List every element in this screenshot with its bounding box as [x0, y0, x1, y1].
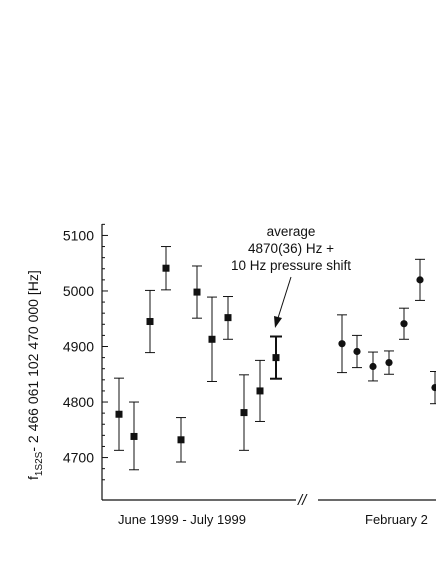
- y-tick-label: 5000: [63, 283, 94, 299]
- square-marker: [240, 409, 248, 417]
- group-label-june-july-1999: June 1999 - July 1999: [118, 512, 246, 527]
- y-tick-label: 5100: [63, 227, 94, 243]
- data-point: [415, 258, 425, 301]
- data-point: [129, 401, 139, 471]
- square-marker: [162, 264, 170, 272]
- data-point: [161, 246, 171, 291]
- y-tick-label: 4700: [63, 450, 94, 466]
- data-point: [368, 351, 378, 382]
- square-marker: [256, 387, 264, 395]
- circle-marker: [416, 276, 424, 284]
- square-marker: [272, 354, 280, 362]
- data-point: [399, 307, 409, 340]
- circle-marker: [400, 320, 408, 328]
- average-point: [270, 335, 282, 380]
- axis-break-mark: //: [297, 492, 308, 509]
- data-point: [223, 296, 233, 340]
- square-marker: [130, 432, 138, 440]
- square-marker: [224, 314, 232, 322]
- circle-marker: [369, 362, 377, 371]
- circle-marker: [385, 359, 393, 367]
- annotation-line-2: 4870(36) Hz +: [248, 241, 334, 256]
- annotation-line-1: average: [267, 224, 316, 239]
- data-point: [239, 374, 249, 451]
- circle-marker: [431, 383, 436, 392]
- square-marker: [193, 288, 201, 296]
- square-marker: [177, 436, 185, 444]
- data-point: [337, 314, 347, 374]
- y-axis-label: f1S2S- 2 466 061 102 470 000 [Hz]: [25, 270, 45, 480]
- group-label-february: February 2: [365, 512, 428, 527]
- y-tick-label: 4800: [63, 394, 94, 410]
- square-marker: [115, 410, 123, 418]
- data-point: [176, 417, 186, 463]
- data-point: [352, 334, 362, 369]
- average-annotation: average 4870(36) Hz + 10 Hz pressure shi…: [231, 224, 351, 273]
- data-point: [207, 296, 217, 382]
- square-marker: [146, 318, 154, 326]
- data-point: [384, 350, 394, 375]
- y-tick-label: 4900: [63, 339, 94, 355]
- axis-layer: 4700 4800 4900 5000 5100: [63, 223, 436, 501]
- data-point: [255, 359, 265, 422]
- data-point: [192, 265, 202, 319]
- circle-marker: [338, 340, 346, 348]
- data-point: [114, 377, 124, 451]
- data-point: [430, 370, 436, 405]
- marks-layer: [114, 246, 436, 471]
- square-marker: [208, 335, 216, 343]
- data-point: [145, 289, 155, 354]
- circle-marker: [353, 347, 361, 356]
- annotation-arrow: [274, 276, 292, 328]
- annotation-line-3: 10 Hz pressure shift: [231, 258, 351, 273]
